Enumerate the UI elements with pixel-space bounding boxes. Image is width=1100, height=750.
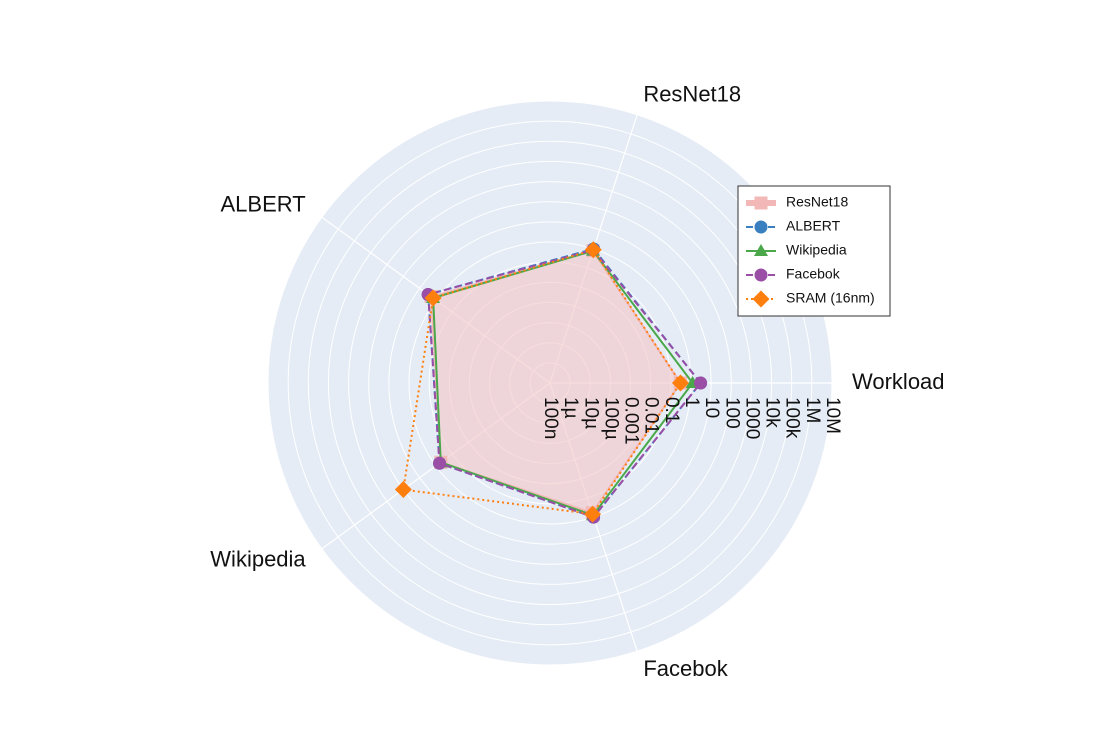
axis-label-workload: Workload — [852, 369, 945, 394]
legend-label: SRAM (16nm) — [786, 290, 875, 306]
series-sram-16nm-point — [424, 289, 442, 307]
radial-tick-label: 0.01 — [641, 397, 662, 434]
legend-point — [754, 244, 768, 256]
axis-label-albert: ALBERT — [220, 191, 305, 216]
radial-tick-label: 0.001 — [621, 397, 642, 445]
radial-tick-label: 1µ — [560, 397, 581, 419]
legend-point — [754, 268, 768, 282]
radial-tick-label: 10M — [822, 397, 843, 434]
axis-label-wikipedia: Wikipedia — [210, 546, 306, 571]
radial-tick-label: 100µ — [600, 397, 621, 440]
legend: ResNet18 ALBERT Wikipedia Facebok SRAM (16nm… — [737, 185, 891, 317]
legend-item-wikipedia: Wikipedia — [746, 242, 847, 258]
axis-label-facebok: Facebok — [643, 656, 728, 681]
legend-point — [752, 290, 770, 308]
radial-tick-label: 1 — [681, 397, 702, 408]
legend-label: ALBERT — [786, 218, 841, 234]
legend-item-albert: ALBERT — [746, 218, 841, 234]
series-facebok-point — [694, 376, 708, 390]
legend-item-facebok: Facebok — [746, 266, 841, 282]
series-wikipedia-line — [432, 249, 694, 517]
radial-tick-label: 100 — [721, 397, 742, 429]
legend-item-sram-16nm: SRAM (16nm) — [746, 290, 875, 308]
series-sram-16nm-point — [584, 241, 602, 259]
series-resnet18-area — [429, 249, 682, 514]
radial-tick-label: 100n — [540, 397, 561, 439]
series-facebok-point — [433, 456, 447, 470]
legend-point — [754, 196, 768, 210]
radial-tick-labels: 100n 1µ 10µ 100µ 0.001 0.01 0.1 1 10 100 1000 10k 10… — [540, 397, 843, 445]
legend-label: Facebok — [786, 266, 841, 282]
series-sram-16nm-point — [671, 374, 689, 392]
radial-tick-label: 1000 — [741, 397, 762, 439]
series-sram-16nm-point — [394, 481, 412, 499]
legend-label: ResNet18 — [786, 194, 848, 210]
radial-tick-label: 0.1 — [661, 397, 682, 423]
legend-item-resnet18: ResNet18 — [746, 194, 848, 210]
legend-point — [754, 220, 768, 234]
radial-tick-label: 100k — [782, 397, 803, 439]
radial-tick-label: 10 — [701, 397, 722, 418]
radial-tick-label: 10k — [762, 397, 783, 428]
series-sram-16nm — [394, 241, 689, 523]
axis-label-resnet18: ResNet18 — [643, 82, 741, 107]
series-sram-16nm-point — [584, 505, 602, 523]
axis-labels: Workload ResNet18 ALBERT Wikipedia Facebok — [210, 82, 944, 681]
series-albert-line — [427, 247, 702, 519]
radial-tick-label: 10µ — [580, 397, 601, 429]
radial-tick-label: 1M — [802, 397, 823, 423]
legend-label: Wikipedia — [786, 242, 847, 258]
series-layer — [394, 241, 708, 524]
